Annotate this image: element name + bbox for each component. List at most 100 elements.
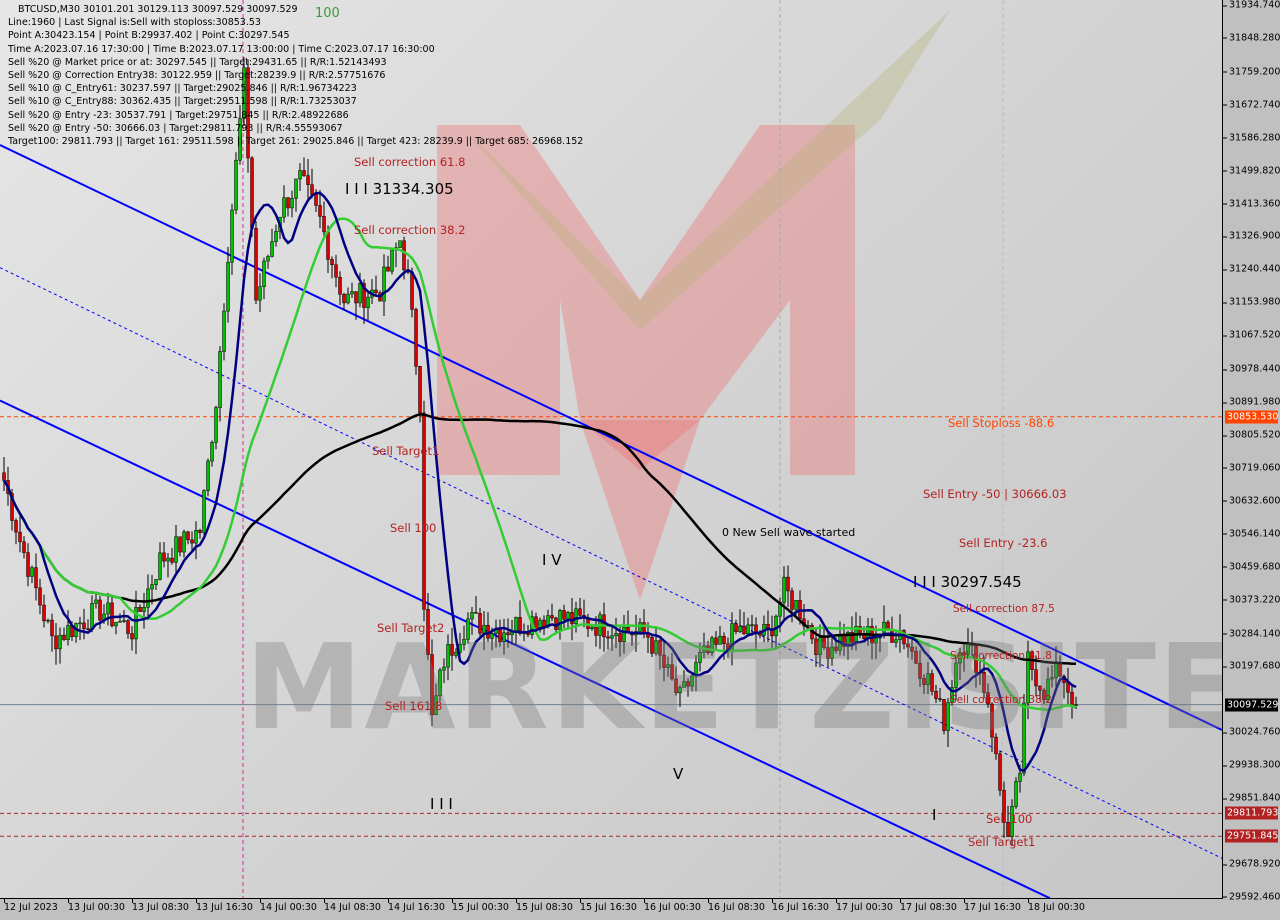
candle-body <box>50 619 54 637</box>
time-tick-label: 16 Jul 08:30 <box>708 899 765 913</box>
candle-body <box>470 612 474 620</box>
candle-body <box>318 205 322 217</box>
price-tick-label: 30459.680 <box>1222 561 1280 573</box>
price-tick-label: 30719.060 <box>1222 462 1280 474</box>
price-tick-label: 31240.440 <box>1222 263 1280 275</box>
label-sell-100: Sell 100 <box>390 521 437 535</box>
candle-body <box>1022 702 1026 774</box>
candle-body <box>170 557 174 563</box>
candle-body <box>610 635 614 639</box>
candle-body <box>270 241 274 257</box>
candle-body <box>662 654 666 668</box>
price-tick-label: 30284.140 <box>1222 628 1280 640</box>
label-sell-target1-right: Sell Target1 <box>968 835 1036 849</box>
candle-body <box>266 256 270 262</box>
candle-body <box>710 637 714 653</box>
candle-body <box>242 67 246 119</box>
candle-body <box>306 175 310 185</box>
label-wave-v: V <box>673 765 684 783</box>
candle-body <box>538 619 542 631</box>
info-line: Time A:2023.07.16 17:30:00 | Time B:2023… <box>8 43 435 55</box>
candle-body <box>358 283 362 304</box>
time-tick-label: 14 Jul 16:30 <box>388 899 445 913</box>
candle-body <box>1034 669 1038 687</box>
candle-body <box>26 552 30 577</box>
candle-body <box>226 261 230 312</box>
chart-canvas <box>0 0 1222 898</box>
candle-body <box>922 678 926 685</box>
price-chart[interactable]: MARKETZISITE BTCUSD,M30 30101.201 30129.… <box>0 0 1223 899</box>
price-tick-label: 30024.760 <box>1222 726 1280 738</box>
time-tick-label: 15 Jul 00:30 <box>452 899 509 913</box>
candle-body <box>614 633 618 637</box>
candle-body <box>274 231 278 242</box>
price-tick-label: 31848.280 <box>1222 32 1280 44</box>
time-tick-label: 16 Jul 00:30 <box>644 899 701 913</box>
candle-body <box>1002 790 1006 823</box>
candle-body <box>2 472 6 481</box>
candle-body <box>682 681 686 688</box>
time-tick-label: 16 Jul 16:30 <box>772 899 829 913</box>
time-axis[interactable]: 12 Jul 2023 13 Jul 00:30 13 Jul 08:30 13 Ju… <box>0 899 1222 920</box>
candle-body <box>1006 822 1010 837</box>
price-tick-label: 31499.820 <box>1222 165 1280 177</box>
candle-body <box>154 579 158 585</box>
candle-body <box>162 552 166 562</box>
candle-body <box>354 291 358 304</box>
price-level-badge: 30853.530 <box>1225 410 1279 424</box>
price-tick-label: 30978.440 <box>1222 363 1280 375</box>
candle-body <box>386 266 390 272</box>
candle-body <box>786 576 790 592</box>
info-line: Sell %10 @ C_Entry88: 30362.435 || Targe… <box>8 96 357 108</box>
candle-body <box>618 633 622 642</box>
label-sell-entry-236: Sell Entry -23.6 <box>959 536 1048 550</box>
candle-body <box>114 621 118 627</box>
candle-body <box>502 632 506 643</box>
candle-body <box>790 590 794 610</box>
candle-body <box>250 157 254 229</box>
candle-body <box>182 531 186 553</box>
time-tick-label: 15 Jul 08:30 <box>516 899 573 913</box>
time-tick-label: 18 Jul 00:30 <box>1028 899 1085 913</box>
time-tick-label: 12 Jul 2023 <box>4 899 58 913</box>
candle-body <box>206 460 210 491</box>
candle-body <box>186 531 190 541</box>
candle-body <box>986 692 990 705</box>
candle-body <box>178 536 182 553</box>
candle-body <box>590 626 594 630</box>
candle-body <box>1014 781 1018 807</box>
candle-body <box>78 622 82 625</box>
candle-body <box>462 639 466 645</box>
price-level-badge: 29751.845 <box>1225 829 1279 843</box>
candle-body <box>302 170 306 176</box>
candle-body <box>874 637 878 644</box>
label-sell-target1: Sell Target1 <box>372 444 440 458</box>
candle-body <box>830 646 834 659</box>
info-line: Sell %20 @ Correction Entry38: 30122.959… <box>8 70 386 82</box>
candle-body <box>218 351 222 408</box>
price-tick-label: 29851.840 <box>1222 792 1280 804</box>
price-tick-label: 30632.600 <box>1222 495 1280 507</box>
candle-body <box>258 286 262 301</box>
candle-body <box>450 644 454 656</box>
candle-body <box>202 490 206 533</box>
price-tick-label: 30891.980 <box>1222 396 1280 408</box>
label-sell-entry-50: Sell Entry -50 | 30666.03 <box>923 487 1067 501</box>
candle-body <box>46 619 50 622</box>
candle-body <box>722 636 726 644</box>
candle-body <box>118 621 122 623</box>
candle-body <box>670 664 674 680</box>
info-line: Target100: 29811.793 || Target 161: 2951… <box>8 136 584 148</box>
candle-body <box>90 603 94 630</box>
candle-body <box>286 197 290 209</box>
candle-body <box>690 675 694 687</box>
candle-body <box>518 617 522 634</box>
price-axis[interactable]: 31934.740 31848.280 31759.200 31672.740 3158… <box>1222 0 1280 902</box>
label-new-sell-wave: 0 New Sell wave started <box>722 526 856 539</box>
candle-body <box>174 536 178 563</box>
candle-body <box>718 636 722 645</box>
time-tick-label: 13 Jul 08:30 <box>132 899 189 913</box>
moving-average-line <box>2 191 1077 773</box>
candle-body <box>962 652 966 656</box>
candle-body <box>818 637 822 655</box>
